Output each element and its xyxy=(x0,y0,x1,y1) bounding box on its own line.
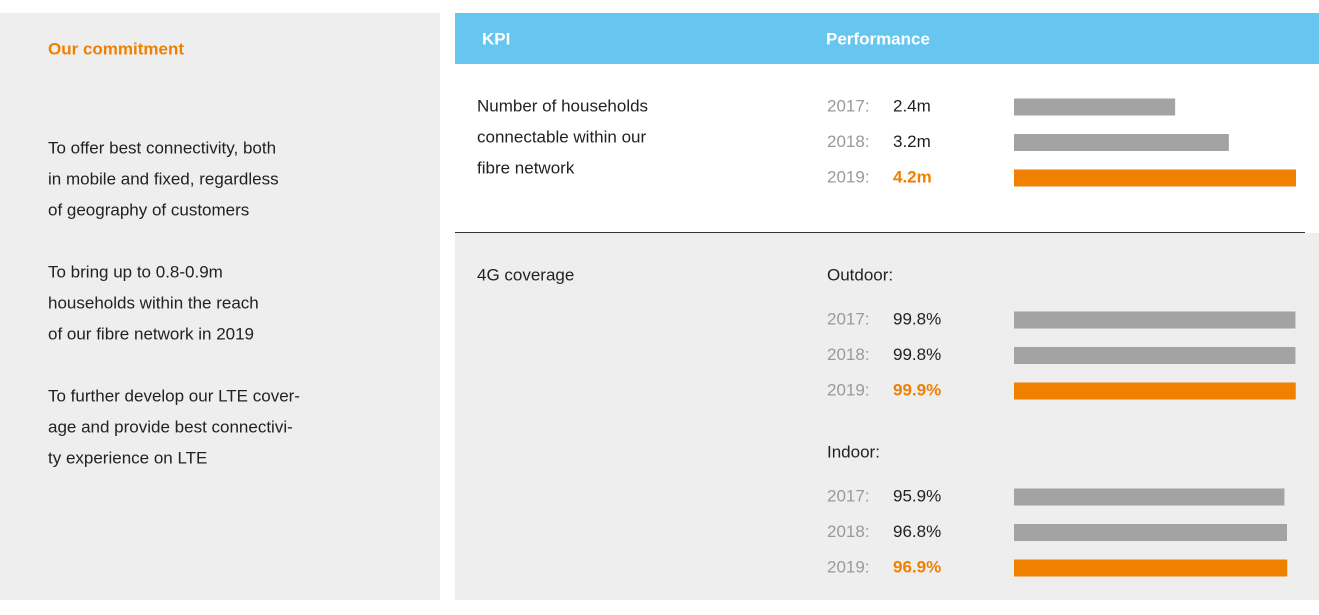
header-cell: KPI xyxy=(482,29,510,48)
year-label: 2018: xyxy=(827,522,870,541)
year-label: 2019: xyxy=(827,167,870,186)
commitment-panel xyxy=(0,13,440,600)
bar xyxy=(1014,311,1296,329)
bar xyxy=(1014,382,1296,400)
value-label: 99.8% xyxy=(893,309,941,328)
row-background xyxy=(455,233,1319,600)
bar xyxy=(1014,559,1288,577)
bar xyxy=(1014,98,1176,116)
value-label: 99.9% xyxy=(893,380,941,399)
year-label: 2017: xyxy=(827,96,870,115)
value-label: 95.9% xyxy=(893,486,941,505)
commitment-text: To bring up to 0.8-0.9m xyxy=(48,262,223,281)
value-label: 96.8% xyxy=(893,522,941,541)
kpi-text: 4G coverage xyxy=(477,265,574,284)
kpi-text: Number of households xyxy=(477,96,648,115)
group-label: Outdoor: xyxy=(827,265,893,284)
commitment-text: of geography of customers xyxy=(48,200,249,219)
year-label: 2019: xyxy=(827,557,870,576)
commitment-text: of our fibre network in 2019 xyxy=(48,324,254,343)
year-label: 2019: xyxy=(827,380,870,399)
bar xyxy=(1014,524,1287,541)
value-label: 4.2m xyxy=(893,167,932,186)
year-label: 2017: xyxy=(827,309,870,328)
kpi-text: fibre network xyxy=(477,158,575,177)
commitment-text: age and provide best connectivi- xyxy=(48,417,293,436)
commitment-title: Our commitment xyxy=(48,39,184,58)
bar xyxy=(1014,488,1285,506)
bar xyxy=(1014,347,1296,364)
year-label: 2017: xyxy=(827,486,870,505)
year-label: 2018: xyxy=(827,132,870,151)
commitment-text: in mobile and fixed, regardless xyxy=(48,169,279,188)
header-cell: Performance xyxy=(826,29,930,48)
kpi-text: connectable within our xyxy=(477,127,647,146)
value-label: 96.9% xyxy=(893,557,941,576)
year-label: 2018: xyxy=(827,345,870,364)
value-label: 3.2m xyxy=(893,132,931,151)
commitment-text: To offer best connectivity, both xyxy=(48,138,276,157)
commitment-text: ty experience on LTE xyxy=(48,448,207,467)
commitment-text: To further develop our LTE cover- xyxy=(48,386,300,405)
group-label: Indoor: xyxy=(827,442,880,461)
value-label: 2.4m xyxy=(893,96,931,115)
value-label: 99.8% xyxy=(893,345,941,364)
table-header xyxy=(455,13,1319,64)
bar xyxy=(1014,169,1296,187)
bar xyxy=(1014,134,1229,151)
commitment-text: households within the reach xyxy=(48,293,259,312)
